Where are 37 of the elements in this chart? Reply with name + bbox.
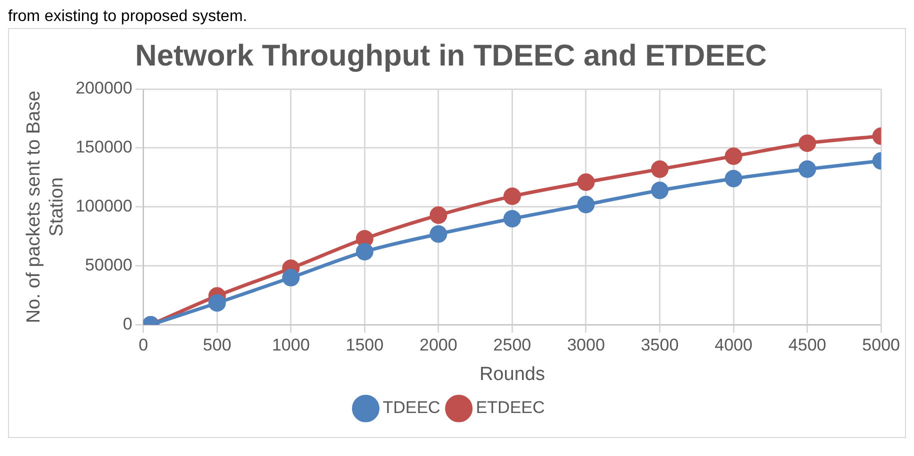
x-tick-label: 3500 <box>640 336 679 355</box>
point <box>577 196 595 214</box>
point <box>724 147 742 165</box>
x-axis-title: Rounds <box>479 364 545 385</box>
y-tick-label: 50000 <box>85 256 132 275</box>
legend-label: TDEEC <box>382 398 440 418</box>
point <box>503 188 521 206</box>
x-tick-label: 3000 <box>567 336 605 355</box>
x-tick-label: 4000 <box>714 336 752 355</box>
x-tick-label: 1500 <box>346 336 384 355</box>
x-tick-label: 2000 <box>420 336 458 355</box>
y-tick-label: 0 <box>122 314 132 334</box>
x-tick-label: 0 <box>138 336 148 355</box>
text: from existing to proposed system. <box>8 8 248 26</box>
point <box>798 134 816 152</box>
y-tick-label: 150000 <box>76 138 132 157</box>
point <box>503 210 521 228</box>
legend-label: ETDEEC <box>476 398 545 418</box>
point <box>282 268 300 286</box>
point <box>208 294 226 312</box>
y-tick-label: 200000 <box>76 78 132 98</box>
x-tick-label: 5000 <box>862 336 900 355</box>
x-tick-label: 1000 <box>272 336 310 355</box>
point <box>577 173 595 191</box>
point <box>356 242 374 260</box>
x-tick-label: 500 <box>202 336 232 355</box>
point <box>651 182 669 200</box>
point <box>430 206 448 224</box>
y-axis-title: No. of packets sent to Base Station <box>24 90 68 324</box>
point <box>651 160 669 178</box>
point <box>724 170 742 188</box>
x-tick-label: 4500 <box>788 336 826 355</box>
x-tick-label: 2500 <box>493 336 532 355</box>
chart-title: Network Throughput in TDEEC and ETDEEC <box>135 39 767 72</box>
y-tick-label: 100000 <box>76 196 132 216</box>
point <box>430 225 448 243</box>
point <box>798 160 816 178</box>
